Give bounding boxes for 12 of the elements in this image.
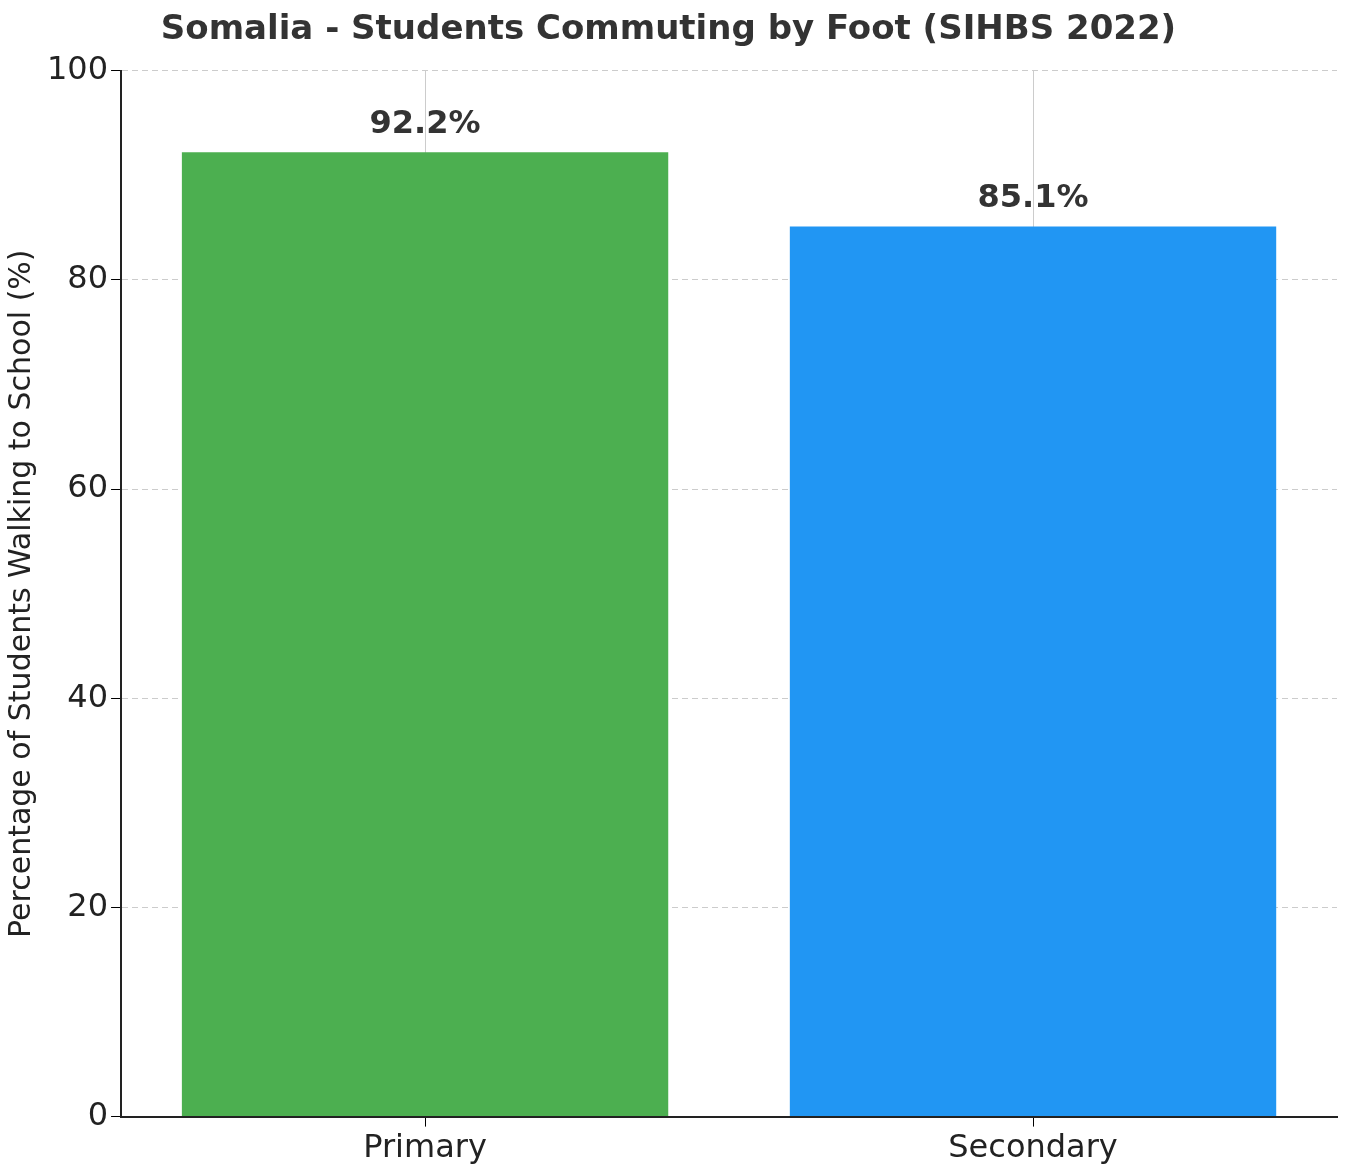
- y-tick-label: 0: [87, 1094, 109, 1133]
- chart-title: Somalia - Students Commuting by Foot (SIHBS 2022): [160, 7, 1177, 48]
- y-axis-title: Percentage of Students Walking to School (%): [1, 249, 37, 938]
- y-tick-label: 40: [67, 676, 109, 715]
- y-tick-label: 20: [67, 885, 109, 924]
- y-tick-label: 60: [67, 467, 109, 506]
- y-tick-label: 80: [67, 258, 109, 297]
- x-tick-label: Primary: [363, 1127, 487, 1166]
- x-tick-label: Secondary: [948, 1127, 1118, 1166]
- data-label: 92.2%: [369, 102, 481, 141]
- y-tick-label: 100: [47, 49, 109, 88]
- data-label: 85.1%: [977, 176, 1089, 215]
